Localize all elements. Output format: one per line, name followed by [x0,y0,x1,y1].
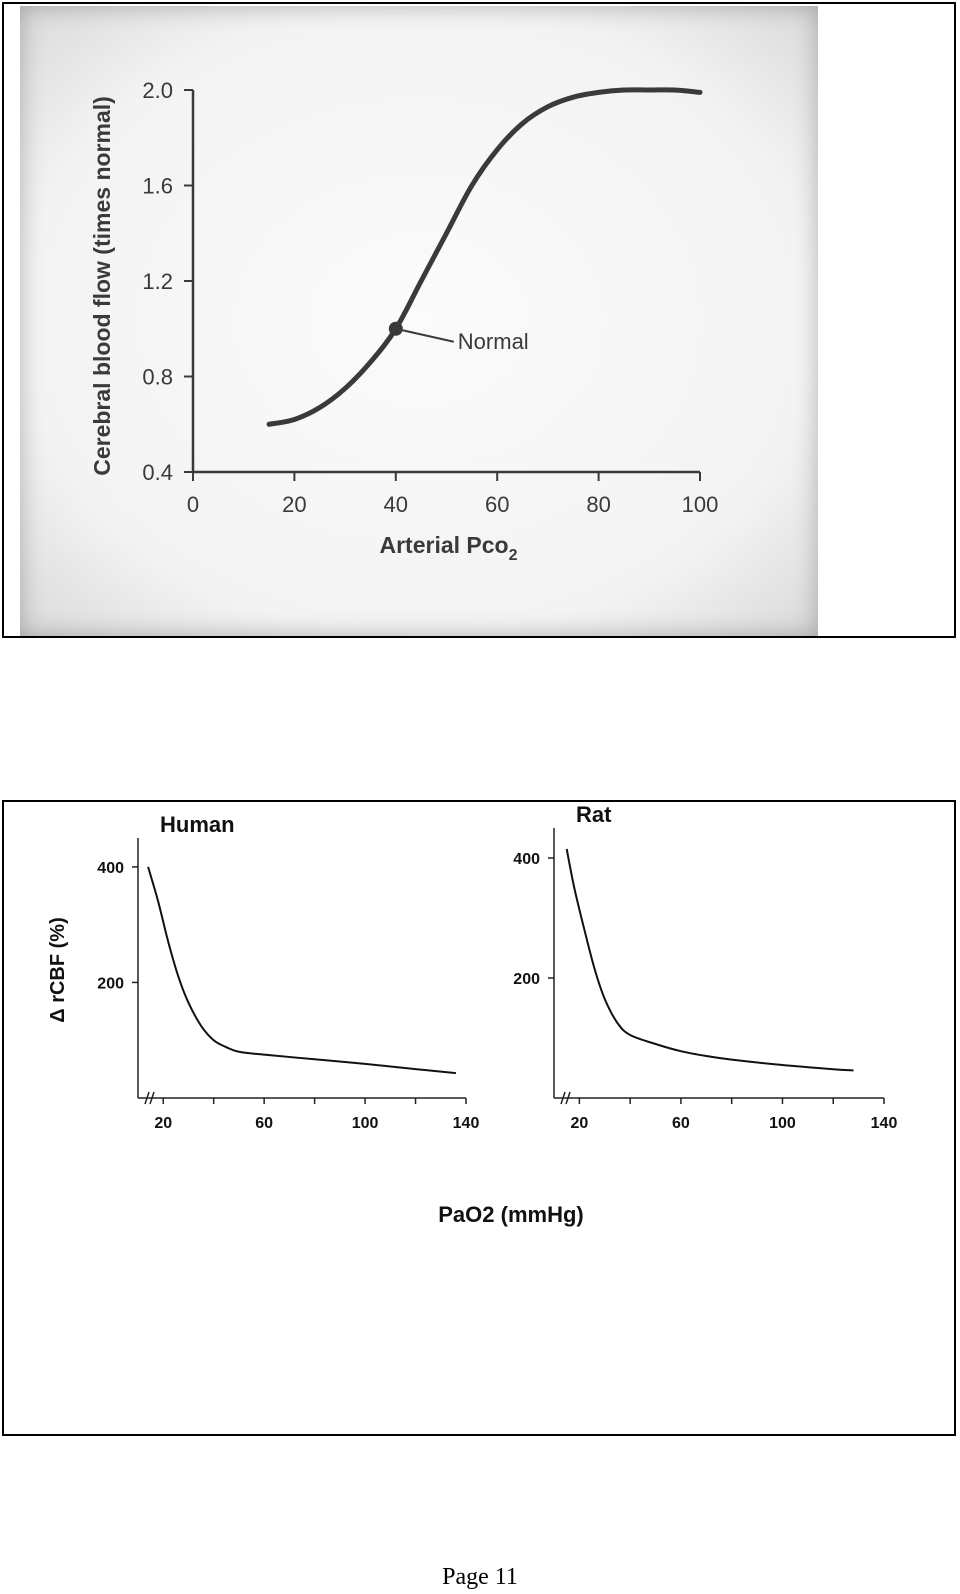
panel1-title: Human [160,812,235,837]
bottom-figure-frame [2,800,956,1436]
panel1-y-tick-label: 400 [97,860,124,877]
x-tick-label: 80 [586,492,610,517]
panel1-x-tick-label: 60 [255,1115,273,1132]
y-axis-label: Cerebral blood flow (times normal) [89,96,115,476]
panel2-axis-break-mark [565,1091,571,1105]
panel2-y-tick-label: 400 [513,851,540,868]
y-tick-label: 0.4 [142,460,173,485]
x-tick-label: 60 [485,492,509,517]
y-tick-label: 1.6 [142,174,173,199]
panel1-axis-break-mark [149,1091,155,1105]
panel2-x-tick-label: 60 [672,1115,690,1132]
panel2-x-tick-label: 140 [871,1115,898,1132]
normal-leader-line [395,327,455,343]
panel2-axis-break-mark [560,1091,566,1105]
top-chart-panel [20,6,818,636]
x-tick-label: 0 [187,492,199,517]
y-tick-label: 2.0 [142,78,173,103]
x-tick-label: 20 [282,492,306,517]
x-tick-label: 100 [682,492,719,517]
panel2-y-tick-label: 200 [513,971,540,988]
y-tick-label: 1.2 [142,269,173,294]
panel1-x-tick-label: 100 [352,1115,379,1132]
normal-annotation-label: Normal [458,329,529,354]
panel1-x-tick-label: 20 [154,1115,172,1132]
panel1-x-tick-label: 140 [453,1115,480,1132]
cbf-curve [266,87,703,427]
shared-x-axis-label: PaO2 (mmHg) [438,1202,583,1227]
panel1-y-tick-label: 200 [97,975,124,992]
x-axis-label: Arterial Pco2 [379,532,517,564]
panel1-axis-break-mark [144,1091,150,1105]
x-tick-label: 40 [384,492,408,517]
panel2-x-tick-label: 100 [769,1115,796,1132]
panel2-title: Rat [576,802,612,827]
top-figure-frame [2,2,956,638]
panel2-x-tick-label: 20 [570,1115,588,1132]
y-tick-label: 0.8 [142,365,173,390]
panel2-rcbf-curve [565,848,854,1072]
panel1-rcbf-curve [147,866,457,1075]
page-number: Page 11 [442,1564,518,1590]
panel1-y-axis-label: Δ rCBF (%) [47,917,69,1022]
